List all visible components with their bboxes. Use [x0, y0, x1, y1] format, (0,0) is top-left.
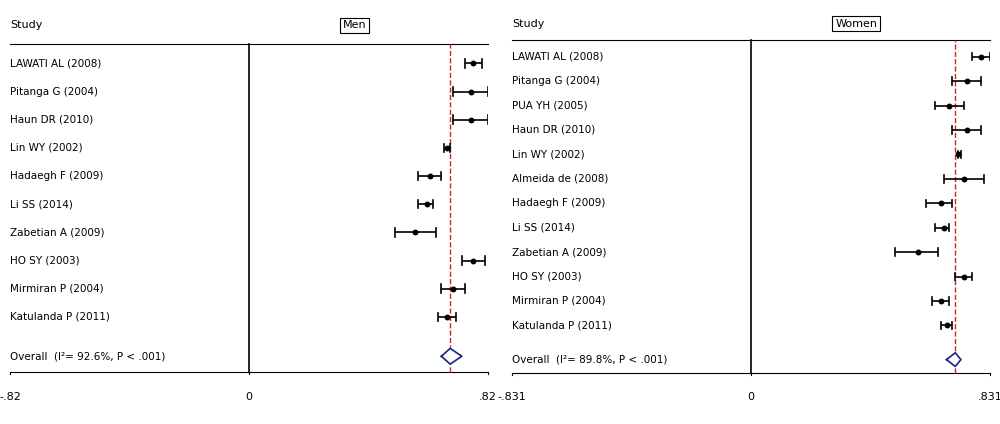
- Text: 0.76 (0.70–0.82): 0.76 (0.70–0.82): [526, 86, 612, 97]
- Text: 0.68 (0.67–0.69): 0.68 (0.67–0.69): [526, 143, 612, 153]
- Text: Mirmiran P (2004): Mirmiran P (2004): [512, 296, 606, 306]
- Text: HO SY (2003): HO SY (2003): [512, 271, 582, 282]
- Point: [941, 102, 957, 109]
- Point: [439, 145, 455, 151]
- Text: Almeida de (2008): Almeida de (2008): [512, 174, 608, 184]
- Text: Lin WY (2002): Lin WY (2002): [512, 149, 585, 159]
- Text: 10.13: 10.13: [751, 284, 781, 294]
- Text: Zabetian A (2009): Zabetian A (2009): [10, 227, 104, 237]
- Polygon shape: [947, 353, 961, 366]
- Text: 100.00: 100.00: [751, 351, 787, 361]
- Text: Study: Study: [10, 20, 42, 31]
- Text: 0.68 (0.65–0.71): 0.68 (0.65–0.71): [526, 312, 612, 322]
- Point: [939, 322, 955, 329]
- Text: PUA YH (2005): PUA YH (2005): [512, 100, 588, 111]
- Text: 0.69 (0.66–0.73): 0.69 (0.66–0.73): [526, 351, 612, 361]
- Text: 8.65: 8.65: [751, 115, 774, 125]
- Text: 0.77 (0.74–0.80): 0.77 (0.74–0.80): [526, 59, 612, 68]
- Text: Lin WY (2002): Lin WY (2002): [10, 143, 83, 153]
- Text: Pitanga G (2004): Pitanga G (2004): [10, 86, 98, 97]
- Point: [956, 273, 972, 280]
- Text: AUC (95% CI): AUC (95% CI): [526, 20, 601, 31]
- Text: Women: Women: [835, 19, 877, 29]
- Point: [465, 257, 481, 264]
- Text: Pitanga G (2004): Pitanga G (2004): [512, 76, 600, 86]
- Text: Haun DR (2010): Haun DR (2010): [10, 115, 93, 125]
- Text: 8.12: 8.12: [751, 227, 774, 237]
- Point: [910, 249, 926, 256]
- Point: [463, 116, 479, 123]
- Point: [463, 88, 479, 95]
- Point: [465, 60, 481, 67]
- Text: 10.78: 10.78: [751, 312, 781, 322]
- Polygon shape: [441, 349, 462, 364]
- Text: Katulanda P (2011): Katulanda P (2011): [10, 312, 110, 322]
- Point: [933, 200, 949, 206]
- Text: 0.57 (0.50–0.64): 0.57 (0.50–0.64): [526, 227, 612, 237]
- Point: [950, 151, 966, 158]
- Text: Zabetian A (2009): Zabetian A (2009): [512, 247, 606, 257]
- Text: 0.61 (0.58–0.63): 0.61 (0.58–0.63): [526, 199, 612, 209]
- Point: [439, 313, 455, 320]
- Text: Men: Men: [342, 20, 366, 31]
- Text: Overall  (I²= 89.8%, P < .001): Overall (I²= 89.8%, P < .001): [512, 354, 667, 365]
- Text: Study: Study: [512, 19, 544, 29]
- Point: [445, 285, 461, 292]
- Text: Hadaegh F (2009): Hadaegh F (2009): [512, 198, 605, 208]
- Text: HO SY (2003): HO SY (2003): [10, 256, 80, 265]
- Text: 10.72: 10.72: [751, 59, 781, 68]
- Text: Haun DR (2010): Haun DR (2010): [512, 125, 595, 135]
- Text: 0.62 (0.58–0.66): 0.62 (0.58–0.66): [526, 171, 612, 181]
- Point: [936, 224, 952, 231]
- Text: 0.70 (0.66–0.74): 0.70 (0.66–0.74): [526, 284, 612, 294]
- Point: [959, 127, 975, 134]
- Text: 11.10: 11.10: [751, 199, 781, 209]
- Text: Katulanda P (2011): Katulanda P (2011): [512, 321, 612, 330]
- Text: Overall  (I²= 92.6%, P < .001): Overall (I²= 92.6%, P < .001): [10, 351, 165, 361]
- Point: [419, 201, 435, 208]
- Text: LAWATI AL (2008): LAWATI AL (2008): [512, 52, 603, 62]
- Point: [422, 173, 438, 179]
- Text: Hadaegh F (2009): Hadaegh F (2009): [10, 171, 103, 181]
- Text: 10.13: 10.13: [751, 256, 781, 265]
- Point: [933, 298, 949, 304]
- Text: 11.68: 11.68: [751, 143, 781, 153]
- Text: 0.77 (0.73–0.81): 0.77 (0.73–0.81): [526, 256, 612, 265]
- Point: [959, 78, 975, 84]
- Text: 8.65: 8.65: [751, 86, 774, 97]
- Text: Weighted %: Weighted %: [751, 20, 818, 31]
- Text: 0.76 (0.70–0.82): 0.76 (0.70–0.82): [526, 115, 612, 125]
- Text: 10.06: 10.06: [751, 171, 781, 181]
- Text: Li SS (2014): Li SS (2014): [10, 199, 73, 209]
- Text: Li SS (2014): Li SS (2014): [512, 223, 575, 233]
- Point: [973, 53, 989, 60]
- Point: [407, 229, 423, 236]
- Text: Mirmiran P (2004): Mirmiran P (2004): [10, 284, 104, 294]
- Text: LAWATI AL (2008): LAWATI AL (2008): [10, 59, 101, 68]
- Point: [956, 176, 972, 182]
